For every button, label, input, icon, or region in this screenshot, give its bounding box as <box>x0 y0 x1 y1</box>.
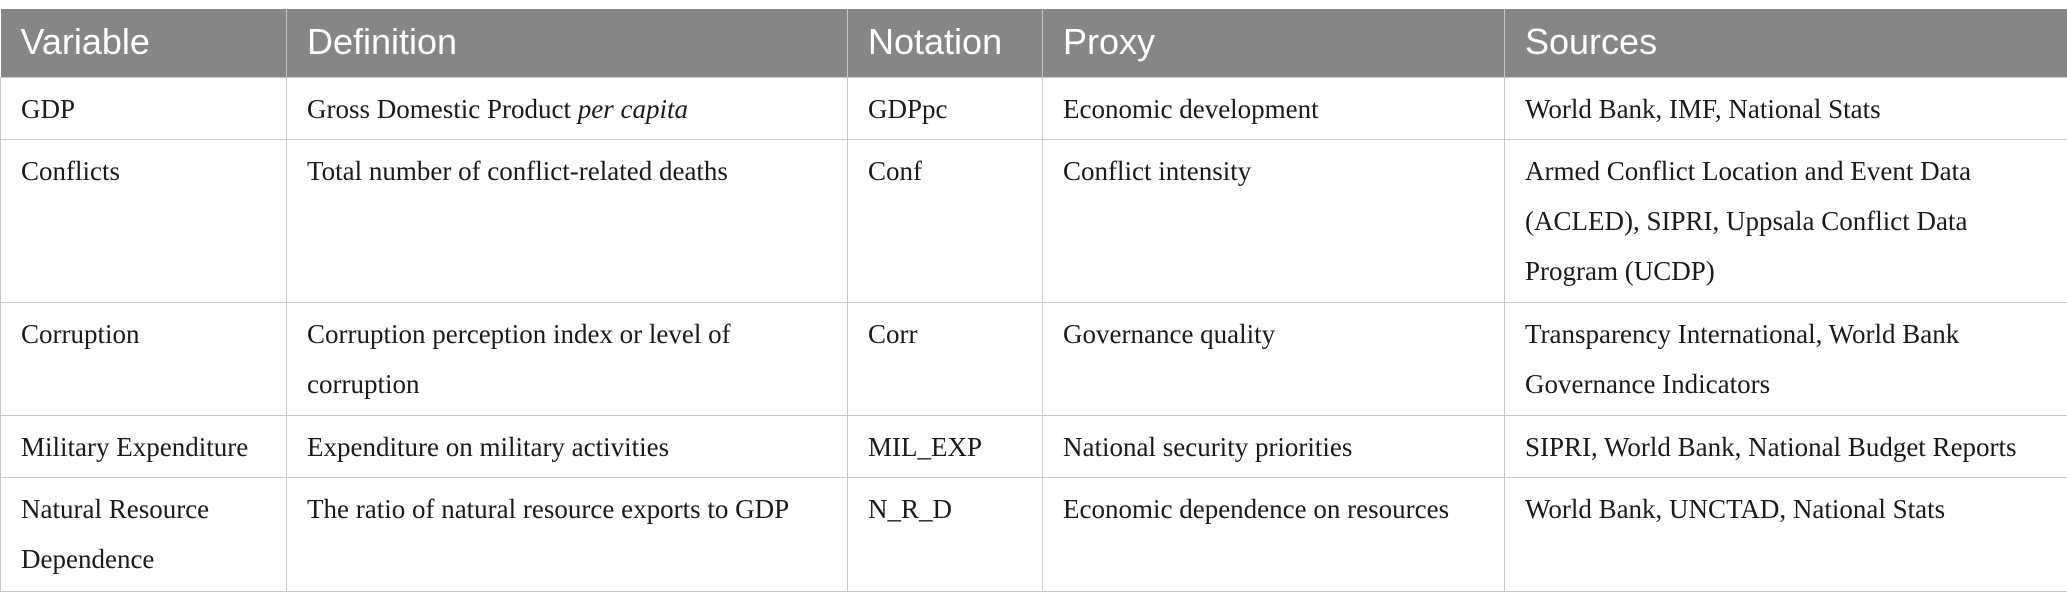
table-row: GDP Gross Domestic Product per capita GD… <box>0 76 2067 140</box>
cell-definition: Expenditure on military activities <box>286 414 848 478</box>
cell-definition: Corruption perception index or level of … <box>286 301 848 416</box>
header-row: Variable Definition Notation Proxy Sourc… <box>0 9 2067 77</box>
cell-variable: Corruption <box>0 301 287 416</box>
table-body: GDP Gross Domestic Product per capita GD… <box>0 76 2067 592</box>
cell-notation: MIL_EXP <box>847 414 1043 478</box>
definition-text: Gross Domestic Product <box>307 93 578 124</box>
cell-proxy: Economic dependence on resources <box>1042 476 1505 592</box>
variables-table: Variable Definition Notation Proxy Sourc… <box>0 9 2067 592</box>
cell-proxy: National security priorities <box>1042 414 1505 478</box>
header-variable: Variable <box>0 9 287 77</box>
cell-sources: SIPRI, World Bank, National Budget Repor… <box>1504 414 2067 478</box>
cell-sources: Armed Conflict Location and Event Data (… <box>1504 138 2067 303</box>
table-row: Corruption Corruption perception index o… <box>0 301 2067 416</box>
header-proxy: Proxy <box>1042 9 1505 77</box>
table-row: Conflicts Total number of conflict-relat… <box>0 138 2067 303</box>
cell-variable: Natural Resource Dependence <box>0 476 287 592</box>
cell-definition: The ratio of natural resource exports to… <box>286 476 848 592</box>
cell-proxy: Conflict intensity <box>1042 138 1505 303</box>
cell-variable: Military Expenditure <box>0 414 287 478</box>
header-definition: Definition <box>286 9 848 77</box>
cell-definition: Total number of conflict-related deaths <box>286 138 848 303</box>
table-row: Military Expenditure Expenditure on mili… <box>0 414 2067 478</box>
cell-notation: Corr <box>847 301 1043 416</box>
cell-notation: Conf <box>847 138 1043 303</box>
cell-variable: Conflicts <box>0 138 287 303</box>
header-sources: Sources <box>1504 9 2067 77</box>
cell-definition: Gross Domestic Product per capita <box>286 76 848 140</box>
cell-sources: World Bank, UNCTAD, National Stats <box>1504 476 2067 592</box>
cell-sources: Transparency International, World Bank G… <box>1504 301 2067 416</box>
cell-variable: GDP <box>0 76 287 140</box>
cell-notation: GDPpc <box>847 76 1043 140</box>
cell-proxy: Economic development <box>1042 76 1505 140</box>
header-notation: Notation <box>847 9 1043 77</box>
variables-table-container: Variable Definition Notation Proxy Sourc… <box>0 9 2067 592</box>
table-header: Variable Definition Notation Proxy Sourc… <box>0 9 2067 77</box>
definition-italic-text: per capita <box>577 93 688 124</box>
cell-proxy: Governance quality <box>1042 301 1505 416</box>
cell-notation: N_R_D <box>847 476 1043 592</box>
cell-sources: World Bank, IMF, National Stats <box>1504 76 2067 140</box>
table-row: Natural Resource Dependence The ratio of… <box>0 476 2067 592</box>
